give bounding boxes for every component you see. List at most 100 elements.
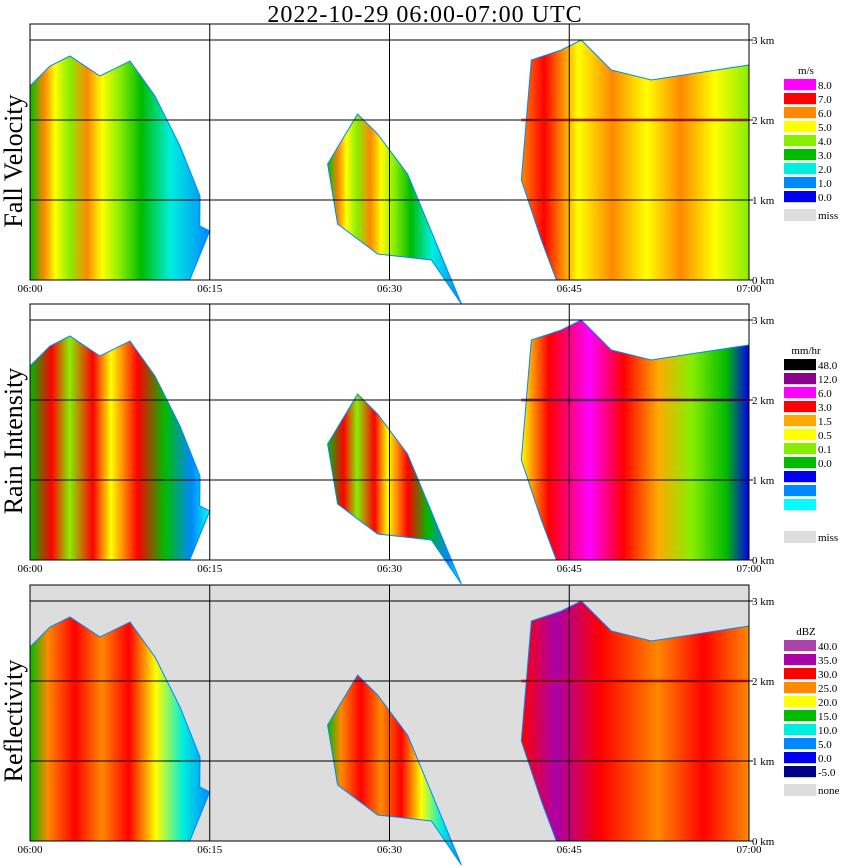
legend-missing-label: none: [818, 785, 840, 797]
legend-swatch: [784, 373, 816, 385]
y-tick-label: 3 km: [752, 315, 775, 327]
legend-swatch: [784, 135, 816, 147]
legend-unit: dBZ: [796, 626, 816, 638]
legend-swatch: [784, 738, 816, 750]
legend-label: 0.0: [818, 753, 832, 765]
echo-segment-2: [520, 600, 750, 842]
x-tick-label: 06:30: [377, 844, 403, 856]
echo-segment-2: [520, 319, 750, 561]
x-tick-label: 06:30: [377, 563, 403, 575]
legend-label: 4.0: [818, 136, 832, 148]
legend-swatch-extra: [784, 485, 816, 497]
y-tick-label: 3 km: [752, 35, 775, 47]
legend-swatch-extra: [784, 513, 816, 525]
legend-label: 3.0: [818, 150, 832, 162]
x-tick-label: 07:00: [736, 844, 762, 856]
y-tick-label: 3 km: [752, 596, 775, 608]
legend-swatch: [784, 640, 816, 652]
y-tick-label: 2 km: [752, 115, 775, 127]
y-tick-label: 2 km: [752, 395, 775, 407]
y-tick-label: 0 km: [752, 555, 775, 567]
legend-swatch: [784, 121, 816, 133]
legend-label: 7.0: [818, 94, 832, 106]
legend-swatch: [784, 79, 816, 91]
legend-label: 5.0: [818, 122, 832, 134]
legend-label: 20.0: [818, 697, 838, 709]
panel-0: 0 km 1 km 2 km 3 km 06:00 06:15 06:30 06:45 07:0…: [17, 23, 838, 305]
x-tick-label: 06:15: [197, 844, 223, 856]
legend-label: 0.5: [818, 430, 832, 442]
x-tick-label: 06:00: [17, 283, 43, 295]
x-tick-label: 07:00: [736, 563, 762, 575]
legend-label: 6.0: [818, 388, 832, 400]
legend-unit: m/s: [798, 65, 814, 77]
legend-swatch: [784, 401, 816, 413]
x-tick-label: 06:00: [17, 844, 43, 856]
legend-label: 10.0: [818, 725, 838, 737]
x-tick-label: 06:45: [557, 844, 583, 856]
legend-swatch: [784, 682, 816, 694]
plot-frame: [29, 584, 750, 842]
legend-swatch: [784, 149, 816, 161]
x-tick-label: 06:30: [377, 283, 403, 295]
legend-label: -5.0: [818, 767, 836, 779]
y-tick-label: 1 km: [752, 756, 775, 768]
legend-swatch: [784, 654, 816, 666]
legend-missing-swatch: [784, 784, 816, 796]
legend-swatch-extra: [784, 499, 816, 511]
legend-swatch: [784, 415, 816, 427]
panel-2: 0 km 1 km 2 km 3 km 06:00 06:15 06:30 06:45 07:0…: [17, 584, 840, 866]
legend-swatch: [784, 429, 816, 441]
echo-segment-1: [327, 393, 462, 585]
legend-swatch: [784, 387, 816, 399]
legend-label: 6.0: [818, 108, 832, 120]
legend-label: 25.0: [818, 683, 838, 695]
legend-label: 3.0: [818, 402, 832, 414]
legend-swatch: [784, 457, 816, 469]
legend-swatch-extra: [784, 471, 816, 483]
legend-swatch: [784, 93, 816, 105]
legend-swatch: [784, 724, 816, 736]
y-tick-label: 2 km: [752, 676, 775, 688]
legend-label: 35.0: [818, 655, 838, 667]
legend-swatch: [784, 177, 816, 189]
legend-label: 12.0: [818, 374, 838, 386]
legend-swatch: [784, 710, 816, 722]
legend-label: 1.5: [818, 416, 832, 428]
legend-swatch: [784, 443, 816, 455]
legend-label: 48.0: [818, 360, 838, 372]
x-tick-label: 07:00: [736, 283, 762, 295]
y-tick-label: 0 km: [752, 836, 775, 848]
legend-label: 30.0: [818, 669, 838, 681]
legend-missing-label: miss: [818, 210, 838, 222]
panel-1: 0 km 1 km 2 km 3 km 06:00 06:15 06:30 06:45 07:0…: [17, 303, 838, 585]
legend-label: 2.0: [818, 164, 832, 176]
legend-swatch: [784, 696, 816, 708]
plot-frame: [29, 23, 750, 281]
x-tick-label: 06:15: [197, 563, 223, 575]
legend-label: 5.0: [818, 739, 832, 751]
legend-missing-swatch: [784, 209, 816, 221]
legend-swatch: [784, 766, 816, 778]
legend-swatch: [784, 163, 816, 175]
legend-swatch: [784, 668, 816, 680]
y-tick-label: 0 km: [752, 275, 775, 287]
x-tick-label: 06:15: [197, 283, 223, 295]
x-tick-label: 06:45: [557, 563, 583, 575]
legend-swatch: [784, 191, 816, 203]
legend-label: 15.0: [818, 711, 838, 723]
legend-label: 1.0: [818, 178, 832, 190]
y-tick-label: 1 km: [752, 475, 775, 487]
plot-frame: [29, 303, 750, 561]
legend-label: 40.0: [818, 641, 838, 653]
echo-segment-2: [520, 39, 750, 281]
legend-label: 0.1: [818, 444, 832, 456]
legend-unit: mm/hr: [791, 345, 821, 357]
legend-swatch: [784, 107, 816, 119]
legend-label: 0.0: [818, 458, 832, 470]
x-tick-label: 06:45: [557, 283, 583, 295]
legend-missing-swatch: [784, 531, 816, 543]
legend-label: 0.0: [818, 192, 832, 204]
legend-swatch: [784, 359, 816, 371]
